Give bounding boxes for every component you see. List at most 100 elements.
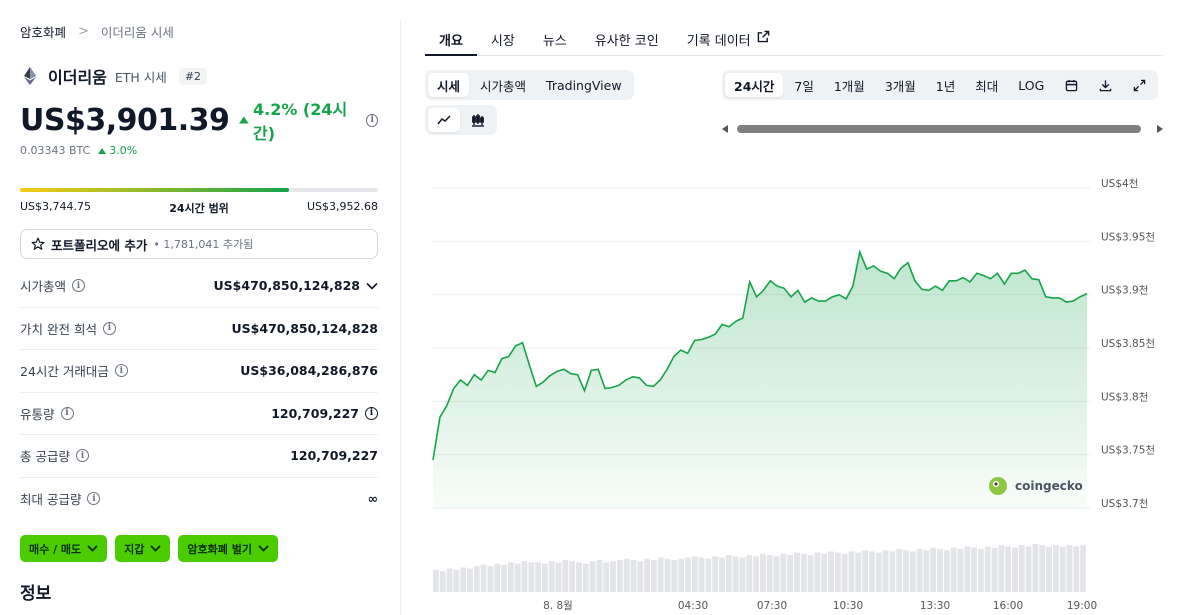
breadcrumb-root-link[interactable]: 암호화폐 <box>20 25 67 40</box>
tab-markets[interactable]: 시장 <box>477 20 529 56</box>
volume-bar <box>862 550 868 592</box>
range-24h[interactable]: 24시간 <box>725 73 784 97</box>
volume-bar <box>494 563 501 592</box>
volume-bar <box>582 563 589 592</box>
info-icon[interactable]: i <box>114 364 128 378</box>
coin-summary-panel: 암호화폐 > 이더리움 시세 이더리움 ETH 시세 #2 US$3,901.3… <box>20 0 378 615</box>
volume-bar <box>1066 545 1073 592</box>
volume-bar <box>780 553 787 592</box>
tab-similar-coins[interactable]: 유사한 코인 <box>581 20 673 56</box>
portfolio-count: • 1,781,041 추가됨 <box>153 238 254 251</box>
x-tick-label: 8. 8월 <box>543 600 573 612</box>
calendar-icon <box>1065 79 1078 91</box>
info-icon[interactable]: i <box>366 113 378 127</box>
chart-style-toggle <box>425 105 497 135</box>
tab-label: 뉴스 <box>542 34 567 49</box>
tab-overview[interactable]: 개요 <box>425 20 477 56</box>
info-icon[interactable]: i <box>365 406 378 420</box>
range-1y[interactable]: 1년 <box>935 78 956 94</box>
download-button[interactable] <box>1089 73 1121 97</box>
price-change-text: 4.2% (24시간) <box>252 100 348 143</box>
wallet-button[interactable]: 지갑 <box>115 535 171 562</box>
info-icon[interactable]: i <box>72 279 86 293</box>
stat-row-24h-volume: 24시간 거래대금 i US$36,084,286,876 <box>20 350 378 393</box>
volume-bar <box>766 555 773 592</box>
chart-type-market-cap[interactable]: 시가총액 <box>480 78 527 94</box>
scroll-left-arrow-icon[interactable] <box>722 125 728 133</box>
range-1m[interactable]: 1개월 <box>833 78 865 94</box>
stat-value: US$36,084,286,876 <box>240 363 378 379</box>
volume-bar <box>732 556 739 592</box>
info-icon[interactable]: i <box>75 449 89 463</box>
volume-bar <box>644 558 650 592</box>
volume-bar <box>603 562 610 592</box>
stat-label: 최대 공급량 <box>20 492 82 508</box>
info-icon[interactable]: i <box>60 406 74 420</box>
buy-sell-label: 매수 / 매도 <box>29 542 82 556</box>
volume-bar <box>651 560 657 592</box>
volume-bar <box>719 557 725 592</box>
volume-bar <box>487 566 494 592</box>
scroll-right-arrow-icon[interactable] <box>1157 125 1163 133</box>
line-chart-button[interactable] <box>428 108 460 132</box>
chart-type-tradingview[interactable]: TradingView <box>546 77 622 93</box>
download-icon <box>1099 79 1112 91</box>
chevron-down-icon[interactable] <box>366 282 378 290</box>
volume-bar <box>630 560 637 592</box>
buy-sell-button[interactable]: 매수 / 매도 <box>20 535 108 562</box>
y-tick-label: US$3.9천 <box>1101 285 1148 297</box>
volume-bar <box>787 555 794 592</box>
volume-bar <box>589 561 596 592</box>
external-link-icon <box>757 30 769 43</box>
volume-bar <box>453 569 460 592</box>
volume-bar <box>855 552 862 592</box>
calendar-button[interactable] <box>1055 73 1087 97</box>
earn-crypto-button[interactable]: 암호화폐 벌기 <box>178 535 278 562</box>
add-to-portfolio-button[interactable]: 포트폴리오에 추가 • 1,781,041 추가됨 <box>20 229 378 259</box>
volume-bar <box>950 547 957 592</box>
stat-row-total-supply: 총 공급량 i 120,709,227 <box>20 435 378 478</box>
volume-bar <box>834 552 841 592</box>
y-axis-ticks: US$4천 US$3.95천 US$3.9천 US$3.85천 US$3.8천 US$3.… <box>1101 178 1155 510</box>
stat-label: 24시간 거래대금 <box>20 364 109 380</box>
fullscreen-button[interactable] <box>1123 73 1155 97</box>
range-3m[interactable]: 3개월 <box>884 78 916 94</box>
volume-bar <box>576 562 582 592</box>
volume-bar <box>562 560 569 592</box>
info-icon[interactable]: i <box>87 492 101 506</box>
stat-row-fdv: 가치 완전 희석 i US$470,850,124,828 <box>20 308 378 350</box>
tab-label: 유사한 코인 <box>594 34 659 49</box>
volume-bar <box>514 563 521 592</box>
scrollbar-thumb[interactable] <box>737 125 1141 133</box>
chart-scrollbar[interactable] <box>722 122 1163 136</box>
volume-bar <box>1073 546 1080 592</box>
24h-range-bar <box>20 188 378 192</box>
volume-bar <box>664 558 671 592</box>
volume-bar <box>623 558 630 592</box>
tab-news[interactable]: 뉴스 <box>529 20 581 56</box>
chevron-down-icon <box>258 545 269 552</box>
volume-bar <box>739 557 746 592</box>
range-max[interactable]: 최대 <box>975 78 999 94</box>
volume-bar <box>746 555 753 592</box>
tab-historical-data[interactable]: 기록 데이터 <box>673 20 784 56</box>
volume-bar <box>889 551 896 592</box>
volume-bar <box>671 560 678 592</box>
volume-bar <box>882 550 889 592</box>
stat-value: US$470,850,124,828 <box>213 278 360 294</box>
volume-bar <box>535 562 541 592</box>
volume-bar <box>753 556 759 592</box>
tab-label: 기록 데이터 <box>686 34 751 49</box>
time-range-toggle: 24시간 7일 1개월 3개월 1년 최대 LOG <box>722 70 1159 100</box>
volume-bar <box>712 556 719 592</box>
volume-bar <box>555 562 562 592</box>
x-tick-label: 04:30 <box>678 600 708 612</box>
candlestick-button[interactable] <box>462 108 494 132</box>
ethereum-logo-icon <box>20 66 40 86</box>
range-7d[interactable]: 7일 <box>794 78 814 94</box>
chart-type-price[interactable]: 시세 <box>428 73 470 97</box>
info-icon[interactable]: i <box>102 321 116 335</box>
range-log[interactable]: LOG <box>1018 77 1045 93</box>
stat-value: 120,709,227 <box>290 448 378 464</box>
